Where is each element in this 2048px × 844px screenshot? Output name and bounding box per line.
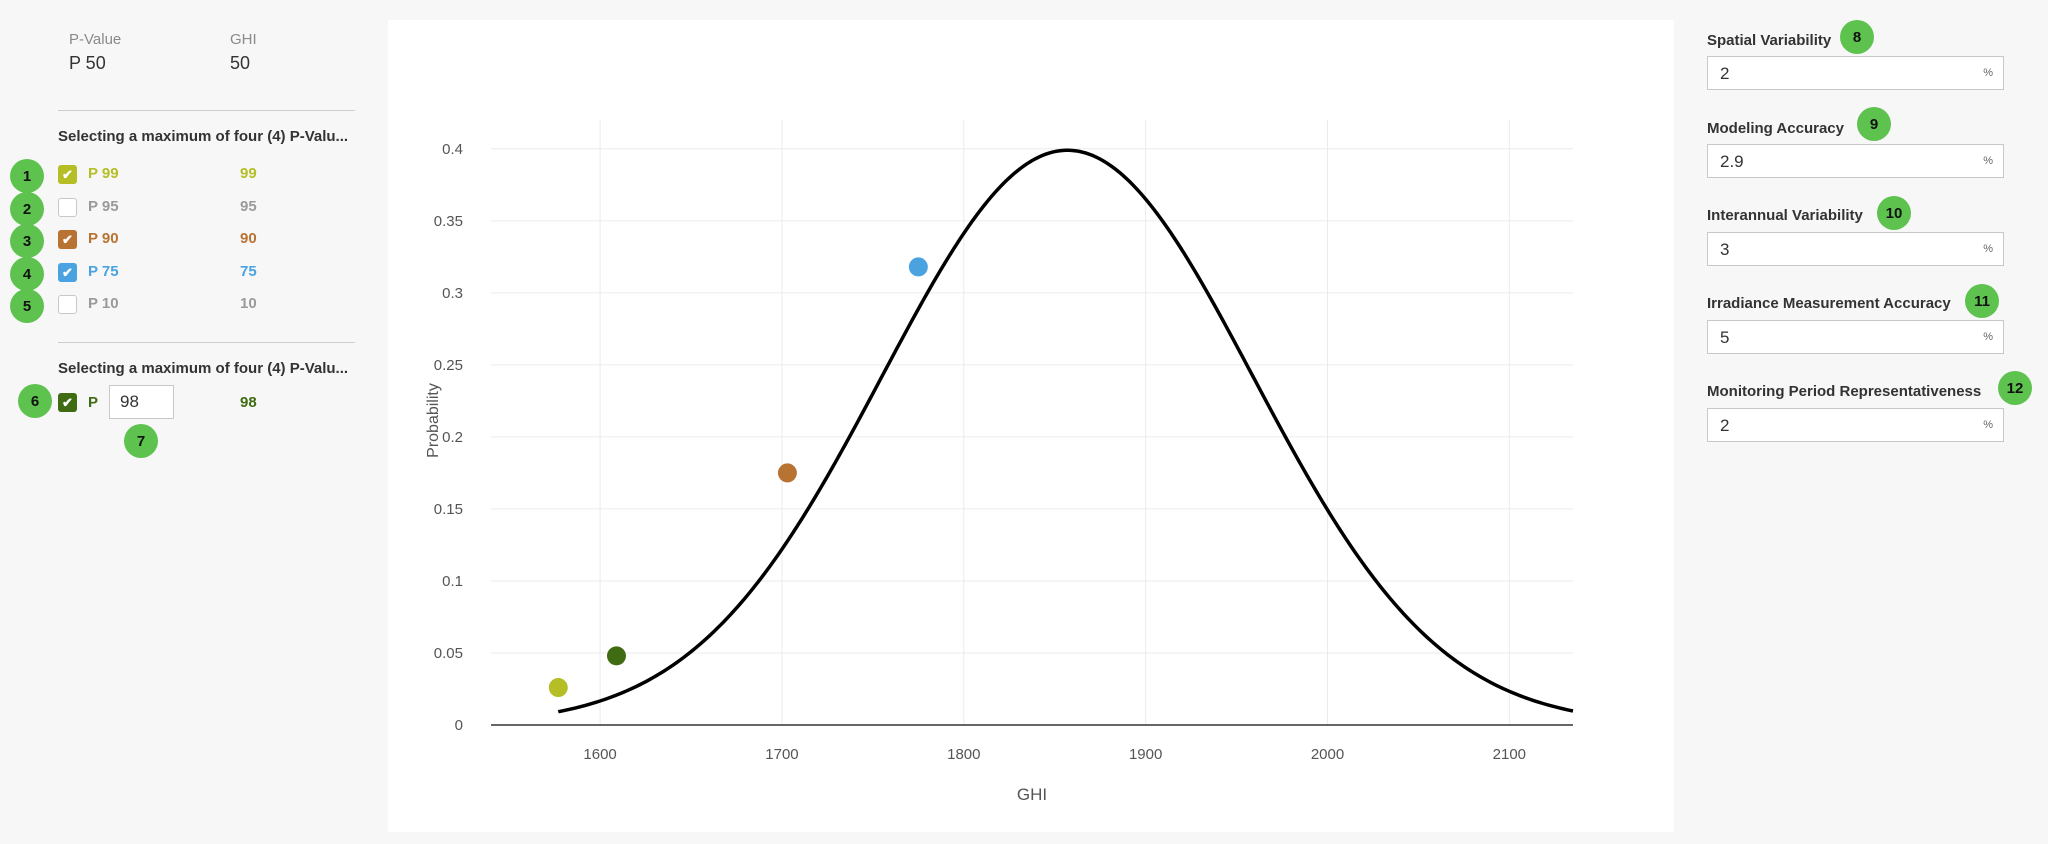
custom-p-input[interactable]: 98 (109, 385, 174, 419)
interannual-variability-label: Interannual Variability (1707, 207, 1863, 224)
percent-unit: % (1983, 243, 1993, 255)
interannual-variability-value: 3 (1720, 240, 1730, 259)
x-axis-label: GHI (1017, 785, 1047, 804)
badge-8: 8 (1840, 20, 1874, 54)
x-tick-label: 2100 (1493, 746, 1526, 763)
p90-label: P 90 (88, 230, 119, 247)
p10-checkbox[interactable] (58, 295, 77, 314)
y-tick-label: 0.15 (434, 501, 463, 518)
chart-card: 1600 1700 1800 1900 2000 2100 0 0.05 0.1 0.15 0.2 0… (388, 20, 1674, 832)
custom-p-value: 98 (240, 394, 257, 411)
y-tick-label: 0.1 (442, 573, 463, 590)
percent-unit: % (1983, 419, 1993, 431)
divider (58, 342, 355, 343)
probability-chart: 1600 1700 1800 1900 2000 2100 0 0.05 0.1 0.15 0.2 0… (425, 120, 1574, 804)
p75-checkbox[interactable]: ✔ (58, 263, 77, 282)
p99-value: 99 (240, 165, 257, 182)
point-p98 (606, 646, 626, 666)
badge-7: 7 (124, 424, 158, 458)
custom-p-checkbox[interactable]: ✔ (58, 393, 77, 412)
spatial-variability-value: 2 (1720, 64, 1730, 83)
point-p90 (777, 463, 797, 483)
x-tick-label: 1900 (1129, 746, 1162, 763)
monitoring-period-representativeness-field[interactable]: 2 % (1707, 408, 2004, 442)
badge-11: 11 (1965, 284, 1999, 318)
badge-1: 1 (10, 159, 44, 193)
p75-value: 75 (240, 263, 257, 280)
y-tick-label: 0.35 (434, 213, 463, 230)
uncertainty-panel: Spatial Variability 8 2 % Modeling Accur… (1690, 0, 2048, 844)
p10-value: 10 (240, 295, 257, 312)
point-p99 (548, 678, 568, 698)
monitoring-period-representativeness-label: Monitoring Period Representativeness (1707, 383, 1982, 400)
badge-9: 9 (1857, 107, 1891, 141)
y-tick-label: 0 (455, 717, 463, 734)
x-tick-label: 2000 (1311, 746, 1344, 763)
y-axis-label: Probability (425, 383, 442, 458)
badge-6: 6 (18, 384, 52, 418)
p95-checkbox[interactable] (58, 198, 77, 217)
ghi-header-value: 50 (230, 53, 251, 73)
p99-checkbox[interactable]: ✔ (58, 165, 77, 184)
p95-value: 95 (240, 198, 257, 215)
x-tick-label: 1700 (765, 746, 798, 763)
probability-curve (557, 148, 1574, 714)
ghi-header-label: GHI (230, 31, 257, 48)
divider (58, 110, 355, 111)
badge-4: 4 (10, 257, 44, 291)
badge-2: 2 (10, 192, 44, 226)
y-tick-label: 0.25 (434, 357, 463, 374)
p-value-panel: P-Value P 50 GHI 50 Selecting a maximum … (0, 0, 370, 844)
p-value-header-value: P 50 (69, 53, 106, 73)
interannual-variability-field[interactable]: 3 % (1707, 232, 2004, 266)
x-tick-label: 1800 (947, 746, 980, 763)
percent-unit: % (1983, 67, 1993, 79)
section-title-presets: Selecting a maximum of four (4) P-Valu..… (58, 128, 349, 145)
monitoring-period-representativeness-value: 2 (1720, 416, 1730, 435)
y-tick-label: 0.3 (442, 285, 463, 302)
p90-checkbox[interactable]: ✔ (58, 230, 77, 249)
badge-12: 12 (1998, 371, 2032, 405)
percent-unit: % (1983, 155, 1993, 167)
p75-label: P 75 (88, 263, 119, 280)
irradiance-measurement-accuracy-field[interactable]: 5 % (1707, 320, 2004, 354)
modeling-accuracy-value: 2.9 (1720, 152, 1744, 171)
y-tick-label: 0.2 (442, 429, 463, 446)
badge-5: 5 (10, 289, 44, 323)
p90-value: 90 (240, 230, 257, 247)
y-tick-label: 0.05 (434, 645, 463, 662)
p10-label: P 10 (88, 295, 119, 312)
badge-3: 3 (10, 224, 44, 258)
irradiance-measurement-accuracy-label: Irradiance Measurement Accuracy (1707, 295, 1951, 312)
point-p75 (908, 257, 928, 277)
p-value-header-label: P-Value (69, 31, 122, 48)
y-tick-label: 0.4 (442, 141, 463, 158)
spatial-variability-field[interactable]: 2 % (1707, 56, 2004, 90)
modeling-accuracy-label: Modeling Accuracy (1707, 120, 1844, 137)
p95-label: P 95 (88, 198, 119, 215)
section-title-custom: Selecting a maximum of four (4) P-Valu..… (58, 360, 349, 377)
x-tick-label: 1600 (583, 746, 616, 763)
spatial-variability-label: Spatial Variability (1707, 32, 1832, 49)
badge-10: 10 (1877, 196, 1911, 230)
irradiance-measurement-accuracy-value: 5 (1720, 328, 1730, 347)
p99-label: P 99 (88, 165, 119, 182)
custom-p-prefix: P (88, 394, 99, 411)
percent-unit: % (1983, 331, 1993, 343)
modeling-accuracy-field[interactable]: 2.9 % (1707, 144, 2004, 178)
